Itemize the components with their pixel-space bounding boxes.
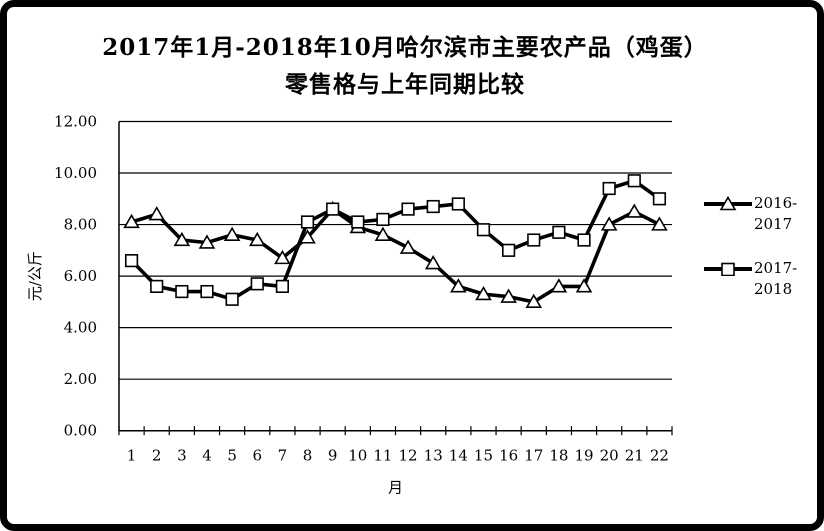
svg-text:17: 17 — [524, 447, 543, 465]
svg-text:16: 16 — [499, 447, 518, 465]
legend-item-label: 2016-2017 — [754, 194, 798, 233]
svg-text:元/公斤: 元/公斤 — [26, 251, 44, 301]
svg-text:9: 9 — [328, 447, 338, 465]
svg-text:21: 21 — [625, 447, 644, 465]
legend-item-2017-2018: 2017-2018 — [704, 258, 806, 300]
svg-text:4: 4 — [202, 447, 212, 465]
svg-text:7: 7 — [278, 447, 288, 465]
svg-text:15: 15 — [474, 447, 493, 465]
legend-item-label: 2017-2018 — [754, 259, 798, 298]
svg-text:2: 2 — [152, 447, 162, 465]
chart-subtitle: 零售格与上年同期比较 — [285, 71, 525, 98]
svg-text:14: 14 — [449, 447, 468, 465]
svg-text:4.00: 4.00 — [64, 319, 97, 337]
svg-text:12: 12 — [399, 447, 418, 465]
svg-text:月: 月 — [388, 479, 403, 497]
square-marker-icon — [704, 262, 752, 276]
svg-text:6: 6 — [252, 447, 262, 465]
svg-text:3: 3 — [177, 447, 187, 465]
chart-title-block: 2017年1月-2018年10月哈尔滨市主要农产品（鸡蛋） 零售格与上年同期比较 — [0, 29, 810, 103]
svg-text:0.00: 0.00 — [64, 422, 97, 440]
svg-text:10.00: 10.00 — [54, 164, 97, 182]
legend-item-2016-2017: 2016-2017 — [704, 193, 806, 235]
svg-text:2.00: 2.00 — [64, 370, 97, 388]
svg-text:1: 1 — [127, 447, 137, 465]
svg-text:20: 20 — [600, 447, 619, 465]
svg-text:10: 10 — [348, 447, 367, 465]
svg-text:13: 13 — [424, 447, 443, 465]
svg-text:5: 5 — [227, 447, 237, 465]
svg-text:6.00: 6.00 — [64, 267, 97, 285]
svg-text:18: 18 — [549, 447, 568, 465]
chart-title: 2017年1月-2018年10月哈尔滨市主要农产品（鸡蛋） — [102, 34, 708, 61]
svg-text:19: 19 — [574, 447, 593, 465]
svg-text:11: 11 — [373, 447, 392, 465]
svg-text:8: 8 — [303, 447, 313, 465]
triangle-marker-icon — [704, 196, 752, 211]
svg-text:8.00: 8.00 — [64, 216, 97, 234]
svg-text:22: 22 — [650, 447, 669, 465]
svg-text:12.00: 12.00 — [54, 113, 97, 131]
